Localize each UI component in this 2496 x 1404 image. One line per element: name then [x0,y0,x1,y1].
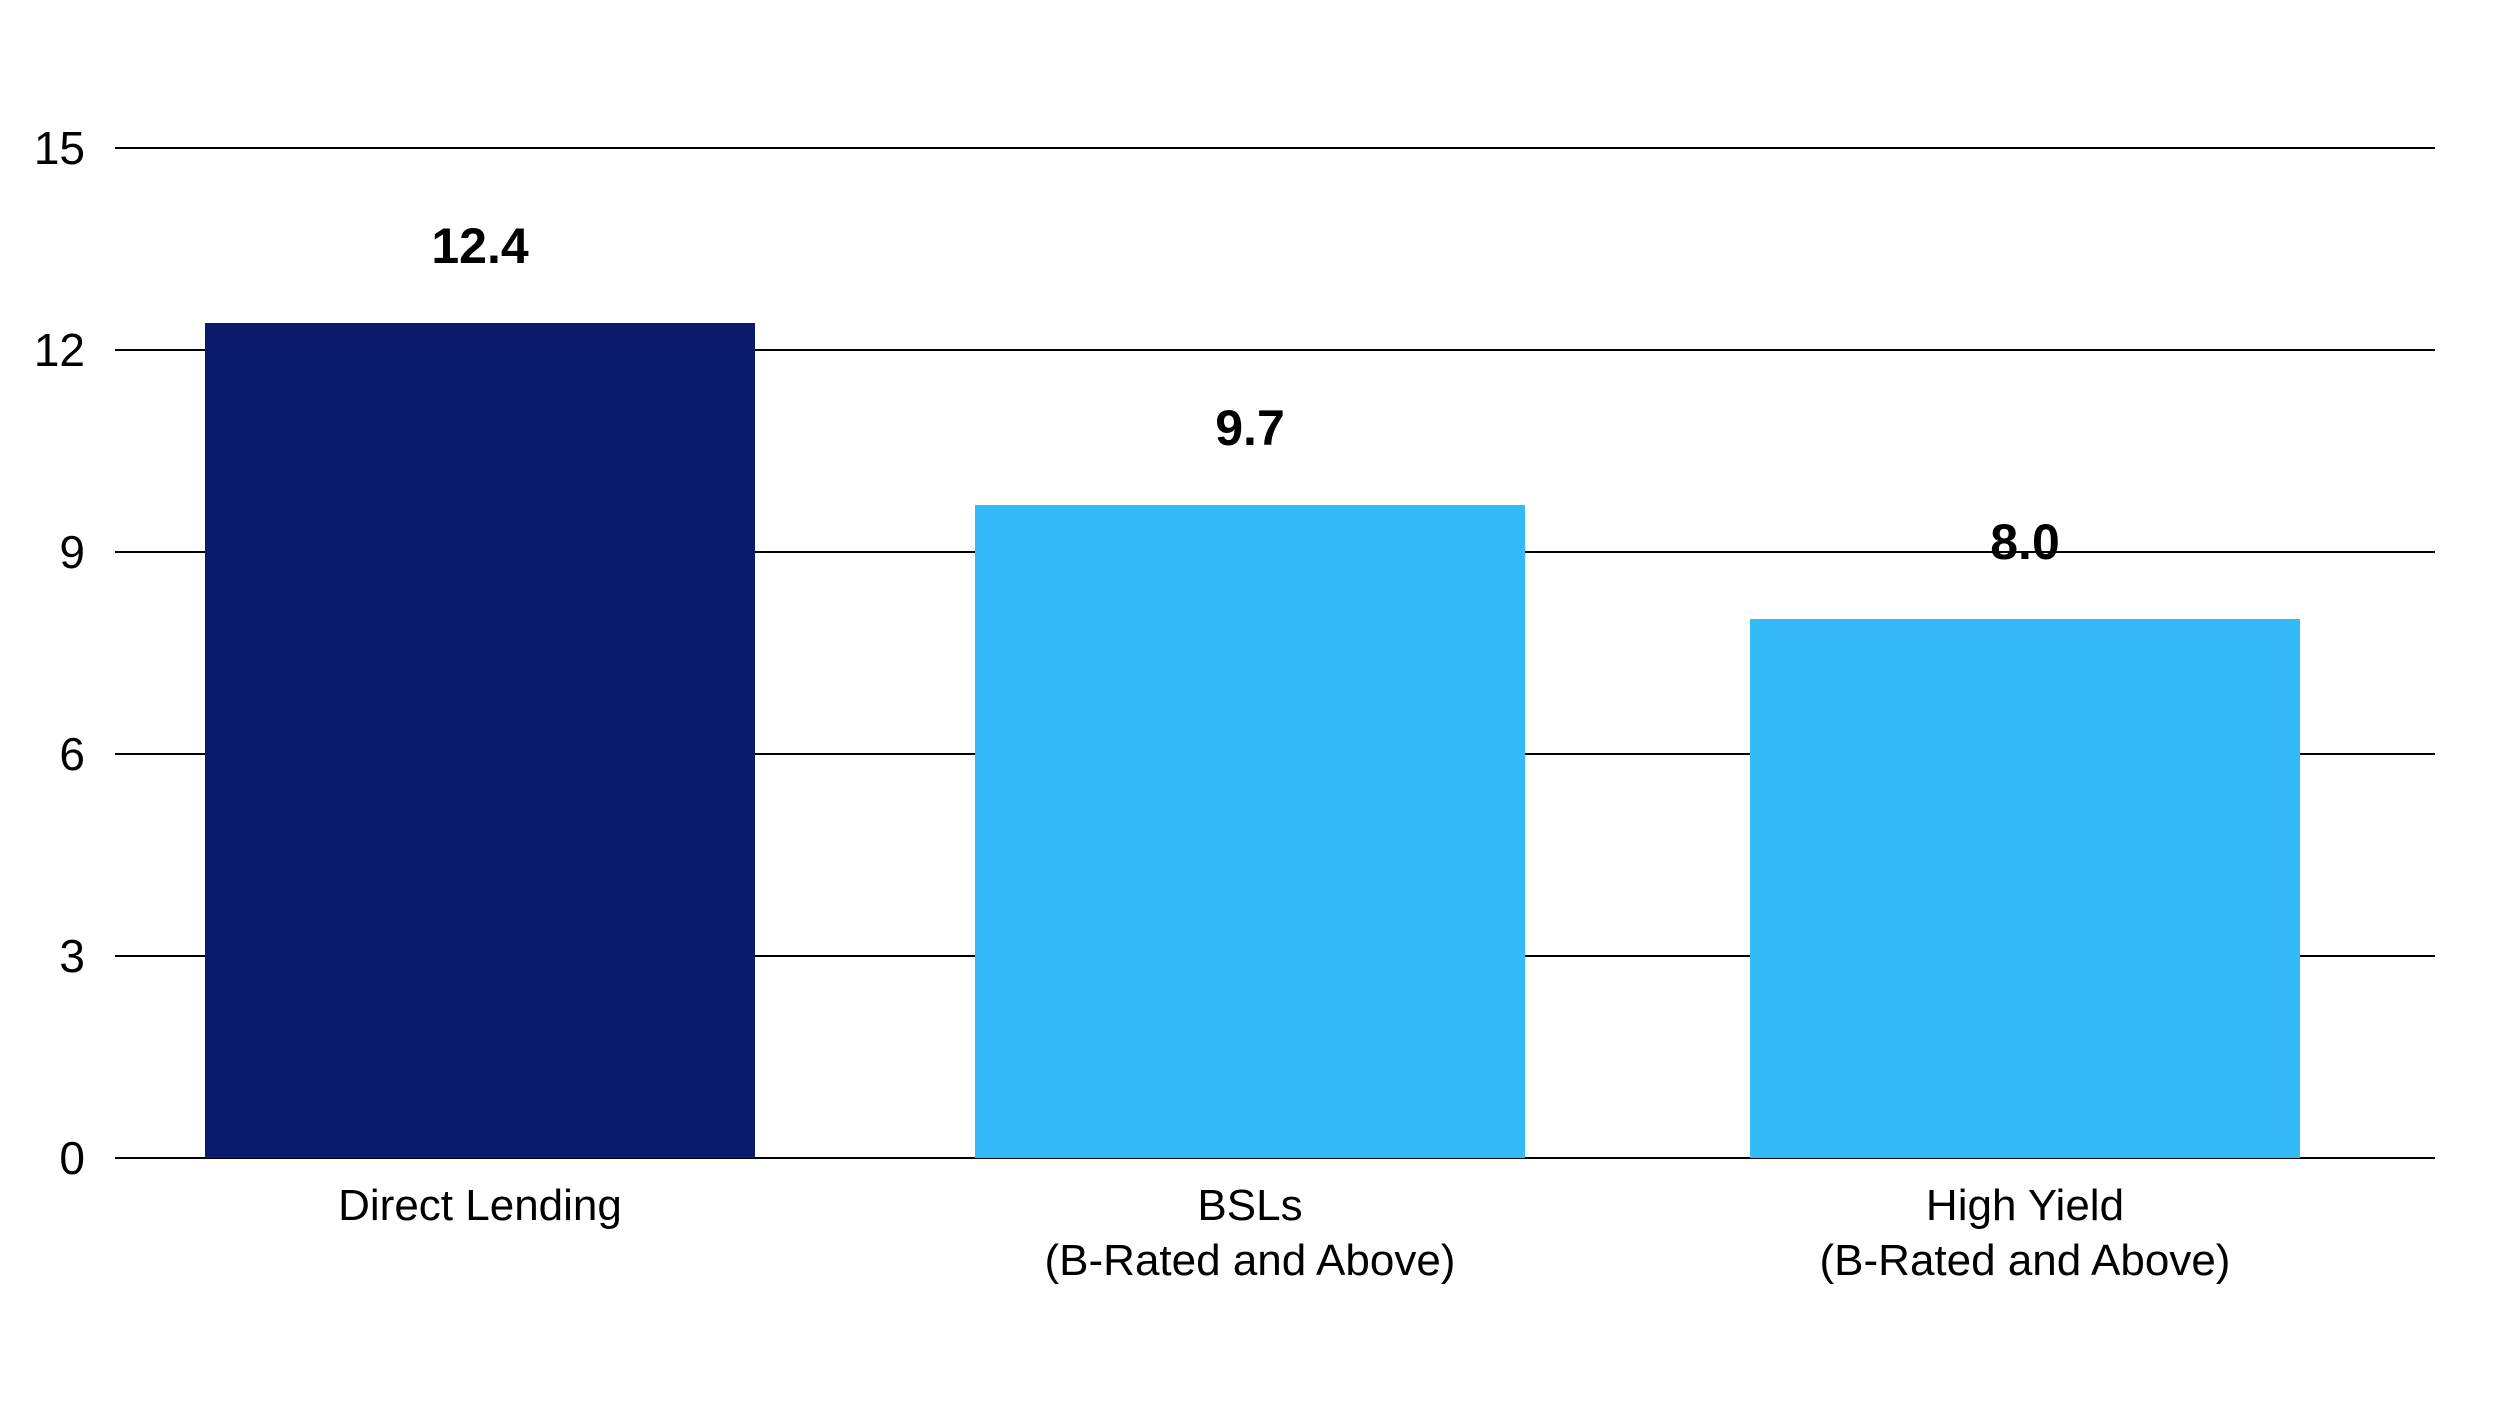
x-axis-category-line1: Direct Lending [130,1178,830,1233]
y-axis-tick-label: 3 [0,929,85,983]
bar [975,505,1525,1158]
x-axis-category-line1: BSLs [900,1178,1600,1233]
x-axis-category-label: High Yield(B-Rated and Above) [1675,1178,2375,1288]
x-axis-category-label: BSLs(B-Rated and Above) [900,1178,1600,1288]
x-axis-category-line1: High Yield [1675,1178,2375,1233]
bar-value-label: 8.0 [1990,513,2060,571]
y-axis-tick-label: 15 [0,121,85,175]
y-axis-tick-label: 6 [0,727,85,781]
x-axis-category-label: Direct Lending [130,1178,830,1233]
y-axis-tick-label: 9 [0,525,85,579]
bar-value-label: 12.4 [431,217,528,275]
y-axis-tick-label: 12 [0,323,85,377]
plot-area: 0369121512.4Direct Lending9.7BSLs(B-Rate… [115,148,2435,1158]
yield-comparison-chart: 0369121512.4Direct Lending9.7BSLs(B-Rate… [0,0,2496,1404]
x-axis-category-line2: (B-Rated and Above) [1675,1233,2375,1288]
bar [205,323,755,1158]
y-axis-tick-label: 0 [0,1131,85,1185]
bar-value-label: 9.7 [1215,399,1285,457]
bar [1750,619,2300,1158]
x-axis-category-line2: (B-Rated and Above) [900,1233,1600,1288]
gridline [115,147,2435,149]
